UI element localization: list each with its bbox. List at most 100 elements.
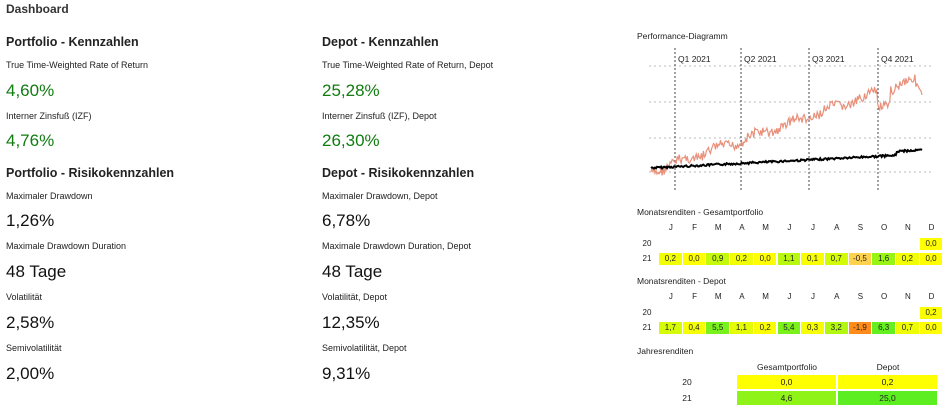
month-header: S bbox=[857, 223, 864, 232]
portfolio-twrr-label: True Time-Weighted Rate of Return bbox=[6, 60, 149, 70]
month-header: J bbox=[668, 292, 673, 301]
monthly-return-cell: 0,0 bbox=[919, 253, 943, 265]
yearly-column-header: Gesamtportfolio bbox=[757, 362, 817, 372]
portfolio-mdd-label: Maximaler Drawdown bbox=[6, 191, 93, 201]
month-header: A bbox=[739, 223, 745, 232]
monthly-depot-title: Monatsrenditen - Depot bbox=[637, 276, 726, 286]
yearly-return-cell: 25,0 bbox=[838, 391, 937, 405]
month-header: J bbox=[787, 292, 792, 301]
monthly-return-cell: 0,0 bbox=[682, 253, 706, 265]
portfolio-semivol-value: 2,00% bbox=[6, 364, 55, 383]
depot-semivol-value: 9,31% bbox=[322, 364, 371, 383]
portfolio-vol-value: 2,58% bbox=[6, 313, 55, 332]
performance-chart: Q1 2021 Q2 2021 Q3 2021 Q4 2021 bbox=[649, 48, 932, 190]
monthly-return-cell: 0,4 bbox=[682, 322, 706, 334]
month-header: A bbox=[834, 223, 840, 232]
yearly-return-cell: 0,2 bbox=[838, 375, 937, 389]
performance-chart-title: Performance-Diagramm bbox=[637, 31, 728, 41]
monthly-return-cell: 0,0 bbox=[919, 238, 943, 250]
monthly-return-cell: -0,5 bbox=[848, 253, 872, 265]
depot-mddd-label: Maximale Drawdown Duration, Depot bbox=[322, 241, 472, 251]
yearly-return-cell: 4,6 bbox=[737, 391, 836, 405]
year-label: 20 bbox=[642, 308, 652, 317]
portfolio-vol-label: Volatilität bbox=[6, 292, 43, 302]
yearly-column-header: Depot bbox=[876, 362, 900, 372]
monthly-return-cell: 1,6 bbox=[872, 253, 895, 265]
month-header: J bbox=[811, 223, 816, 232]
monthly-return-cell: 1,7 bbox=[659, 322, 682, 334]
yearly-table: Gesamtportfolio Depot 20 0,0 0,2 21 4,6 25,0 bbox=[637, 360, 937, 408]
monthly-return-cell: 0,0 bbox=[919, 322, 943, 334]
monthly-portfolio-title: Monatsrenditen - Gesamtportfolio bbox=[637, 207, 764, 217]
month-header: O bbox=[881, 292, 888, 301]
portfolio-twrr-value: 4,60% bbox=[6, 81, 55, 100]
monthly-return-cell: 0,2 bbox=[730, 253, 753, 265]
depot-risk-heading: Depot - Risikokennzahlen bbox=[322, 166, 475, 180]
depot-mdd-value: 6,78% bbox=[322, 211, 371, 230]
year-label: 20 bbox=[682, 377, 692, 387]
month-header: S bbox=[857, 292, 864, 301]
year-label: 21 bbox=[642, 323, 652, 332]
month-header: A bbox=[739, 292, 745, 301]
month-header: J bbox=[787, 223, 792, 232]
year-label: 20 bbox=[642, 239, 652, 248]
month-header: J bbox=[668, 223, 673, 232]
portfolio-izf-value: 4,76% bbox=[6, 131, 55, 150]
month-header: D bbox=[928, 292, 935, 301]
monthly-return-cell: 0,1 bbox=[801, 253, 824, 265]
quarter-label: Q4 2021 bbox=[881, 54, 914, 64]
portfolio-mdd-value: 1,26% bbox=[6, 211, 55, 230]
monthly-depot-table: J F M A M J J A S O N D 20 0,2 21 1,7 0,4 5,5 1,1 0,2 5,4 0,3… bbox=[637, 289, 943, 339]
yearly-return-cell: 0,0 bbox=[737, 375, 836, 389]
portfolio-kpi-heading: Portfolio - Kennzahlen bbox=[6, 35, 139, 49]
month-header: M bbox=[714, 292, 722, 301]
monthly-return-cell: 0,9 bbox=[706, 253, 730, 265]
depot-twrr-value: 25,28% bbox=[322, 81, 380, 100]
monthly-return-cell: 5,4 bbox=[777, 322, 801, 334]
month-header: F bbox=[692, 223, 697, 232]
month-header: J bbox=[811, 292, 816, 301]
quarter-label: Q1 2021 bbox=[678, 54, 711, 64]
year-label: 21 bbox=[642, 254, 652, 263]
month-header: M bbox=[762, 223, 769, 232]
monthly-return-cell: 0,0 bbox=[753, 253, 777, 265]
depot-kpi-heading: Depot - Kennzahlen bbox=[322, 35, 439, 49]
depot-vol-value: 12,35% bbox=[322, 313, 380, 332]
monthly-return-cell: 1,1 bbox=[730, 322, 753, 334]
yearly-title: Jahresrenditen bbox=[637, 346, 694, 356]
month-header: N bbox=[904, 292, 911, 301]
depot-twrr-label: True Time-Weighted Rate of Return, Depot bbox=[322, 60, 494, 70]
portfolio-semivol-label: Semivolatilität bbox=[6, 343, 62, 353]
month-header: O bbox=[881, 223, 888, 232]
month-header: A bbox=[834, 292, 840, 301]
monthly-return-cell: -1,9 bbox=[848, 322, 872, 334]
portfolio-izf-label: Interner Zinsfuß (IZF) bbox=[6, 111, 92, 121]
depot-mddd-value: 48 Tage bbox=[322, 262, 383, 281]
quarter-label: Q3 2021 bbox=[812, 54, 845, 64]
portfolio-mddd-label: Maximale Drawdown Duration bbox=[6, 241, 127, 251]
month-header: M bbox=[714, 223, 722, 232]
monthly-portfolio-table: J F M A M J J A S O N D 20 0,0 21 0,2 0,0 0,9 0,2 0,0 1,1 0,1… bbox=[637, 220, 943, 270]
monthly-return-cell: 0,2 bbox=[753, 322, 777, 334]
month-header: M bbox=[762, 292, 769, 301]
monthly-return-cell: 5,5 bbox=[706, 322, 730, 334]
depot-vol-label: Volatilität, Depot bbox=[322, 292, 388, 302]
depot-izf-value: 26,30% bbox=[322, 131, 380, 150]
monthly-return-cell: 0,3 bbox=[801, 322, 824, 334]
depot-semivol-label: Semivolatilität, Depot bbox=[322, 343, 407, 353]
monthly-return-cell: 0,2 bbox=[919, 307, 943, 319]
page-title: Dashboard bbox=[6, 2, 69, 16]
monthly-return-cell: 0,2 bbox=[659, 253, 682, 265]
monthly-return-cell: 3,2 bbox=[824, 322, 848, 334]
monthly-return-cell: 6,3 bbox=[872, 322, 895, 334]
month-header: D bbox=[928, 223, 935, 232]
quarter-label: Q2 2021 bbox=[744, 54, 777, 64]
month-header: N bbox=[904, 223, 911, 232]
portfolio-risk-heading: Portfolio - Risikokennzahlen bbox=[6, 166, 175, 180]
month-header: F bbox=[692, 292, 697, 301]
monthly-return-cell: 0,7 bbox=[824, 253, 848, 265]
year-label: 21 bbox=[682, 393, 692, 403]
monthly-return-cell: 0,7 bbox=[896, 322, 919, 334]
portfolio-mddd-value: 48 Tage bbox=[6, 262, 67, 281]
monthly-return-cell: 1,1 bbox=[777, 253, 801, 265]
